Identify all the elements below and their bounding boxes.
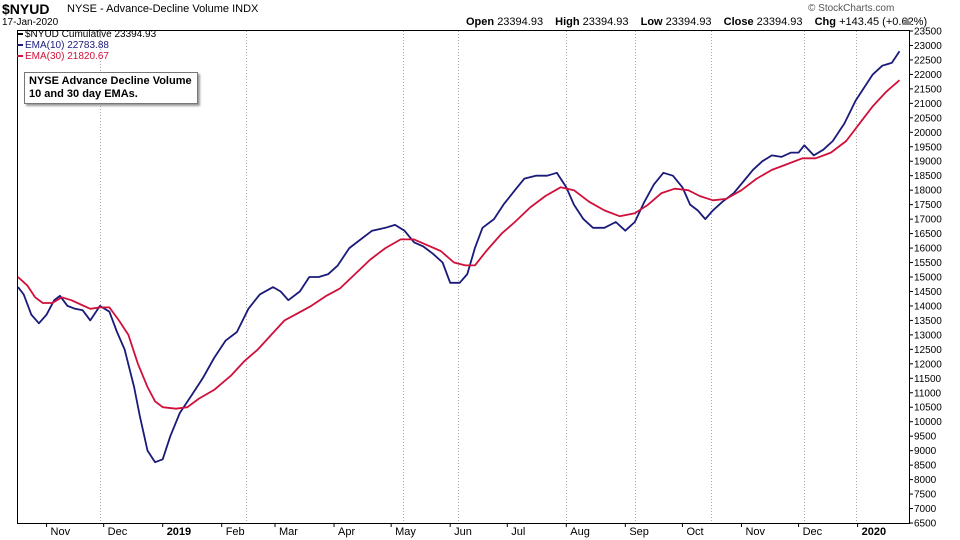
y-tick-label: 15500: [914, 258, 942, 269]
y-tick-label: 15000: [914, 273, 942, 284]
y-axis: 6500 7000 7500 8000 8500 9000 9500 10000 10500 11…: [909, 27, 942, 530]
y-tick-label: 8500: [914, 461, 937, 472]
symbol-label: $NYUD: [2, 1, 50, 17]
y-tick-label: 21500: [914, 84, 942, 95]
open-value: 23394.93: [497, 16, 544, 28]
y-tick-label: 13500: [914, 316, 942, 327]
arrow-up-icon: [902, 18, 912, 25]
legend-item-ema10: EMA(10) 22783.88: [17, 40, 156, 51]
legend-label: EMA(30) 21820.67: [25, 51, 109, 62]
y-tick-label: 22000: [914, 70, 942, 81]
y-tick-label: 7000: [914, 504, 937, 515]
x-tick-label: Apr: [338, 526, 355, 538]
y-tick-label: 20500: [914, 113, 942, 124]
chg-label: Chg: [814, 16, 836, 28]
high-value: 23394.93: [582, 16, 629, 28]
x-tick-label: Sep: [629, 526, 649, 538]
date-label: 17-Jan-2020: [2, 17, 59, 28]
y-tick-label: 12500: [914, 345, 942, 356]
series-lines: [17, 50, 901, 464]
y-tick-label: 21000: [914, 99, 942, 110]
x-tick-label: Jun: [454, 526, 472, 538]
y-tick-label: 17500: [914, 200, 942, 211]
x-tick-label: 2019: [167, 526, 191, 538]
y-tick-label: 17000: [914, 215, 942, 226]
y-tick-label: 6500: [914, 519, 937, 530]
x-tick-label: Dec: [803, 526, 823, 538]
close-label: Close: [723, 16, 754, 28]
legend-swatch: [17, 55, 23, 58]
series-line-ema30: [17, 79, 901, 410]
series-line-ema10: [17, 50, 901, 464]
y-tick-label: 12000: [914, 359, 942, 370]
y-tick-label: 20000: [914, 128, 942, 139]
legend-label: EMA(10) 22783.88: [25, 40, 109, 51]
y-tick-label: 7500: [914, 490, 937, 501]
y-tick-label: 9500: [914, 432, 937, 443]
legend-swatch: [17, 33, 23, 36]
y-tick-label: 9000: [914, 446, 937, 457]
y-tick-label: 18500: [914, 171, 942, 182]
legend: $NYUD Cumulative 23394.93 EMA(10) 22783.…: [17, 29, 156, 62]
y-tick-label: 19500: [914, 142, 942, 153]
x-tick-label: 2020: [862, 526, 886, 538]
y-tick-label: 11000: [914, 388, 942, 399]
y-tick-label: 8000: [914, 475, 937, 486]
symbol-description: NYSE - Advance-Decline Volume: [67, 3, 230, 15]
x-tick-label: Jul: [511, 526, 525, 538]
y-tick-label: 10500: [914, 403, 942, 414]
y-tick-label: 19000: [914, 157, 942, 168]
annotation-box: NYSE Advance Decline Volume 10 and 30 da…: [24, 72, 198, 104]
y-tick-label: 11500: [914, 374, 942, 385]
y-tick-label: 14500: [914, 287, 942, 298]
symbol-name: NYSE - Advance-Decline Volume INDX: [67, 3, 258, 15]
x-axis: Nov Dec 2019 Feb Mar Apr May Jun Jul Aug Sep Oct Nov…: [46, 523, 886, 538]
watermark-label: © StockCharts.com: [808, 3, 895, 14]
y-tick-label: 23500: [914, 27, 942, 38]
annotation-line: 10 and 30 day EMAs.: [29, 88, 138, 100]
plot-frame: [17, 30, 910, 524]
legend-swatch: [17, 44, 23, 47]
y-tick-label: 13000: [914, 330, 942, 341]
x-tick-label: Nov: [51, 526, 71, 538]
high-label: High: [555, 16, 580, 28]
x-tick-label: Aug: [570, 526, 590, 538]
x-tick-label: Mar: [279, 526, 298, 538]
y-tick-label: 10000: [914, 417, 942, 428]
x-tick-label: Dec: [108, 526, 128, 538]
legend-label: $NYUD Cumulative 23394.93: [25, 29, 157, 40]
low-label: Low: [640, 16, 663, 28]
chart-header: $NYUD NYSE - Advance-Decline Volume INDX…: [0, 0, 960, 30]
y-tick-label: 22500: [914, 55, 942, 66]
x-tick-label: May: [395, 526, 416, 538]
close-value: 23394.93: [756, 16, 803, 28]
y-tick-label: 14000: [914, 301, 942, 312]
y-tick-label: 16000: [914, 244, 942, 255]
x-tick-label: Feb: [226, 526, 245, 538]
low-value: 23394.93: [665, 16, 712, 28]
exchange-label: INDX: [232, 3, 259, 15]
y-tick-label: 16500: [914, 229, 942, 240]
y-tick-label: 23000: [914, 41, 942, 52]
x-tick-label: Oct: [686, 526, 703, 538]
x-tick-label: Nov: [745, 526, 765, 538]
legend-item-ema30: EMA(30) 21820.67: [17, 51, 156, 62]
open-label: Open: [466, 16, 495, 28]
annotation-line: NYSE Advance Decline Volume: [29, 75, 192, 87]
gridlines: [100, 31, 857, 523]
legend-item-cumulative: $NYUD Cumulative 23394.93: [17, 29, 156, 40]
y-tick-label: 18000: [914, 186, 942, 197]
